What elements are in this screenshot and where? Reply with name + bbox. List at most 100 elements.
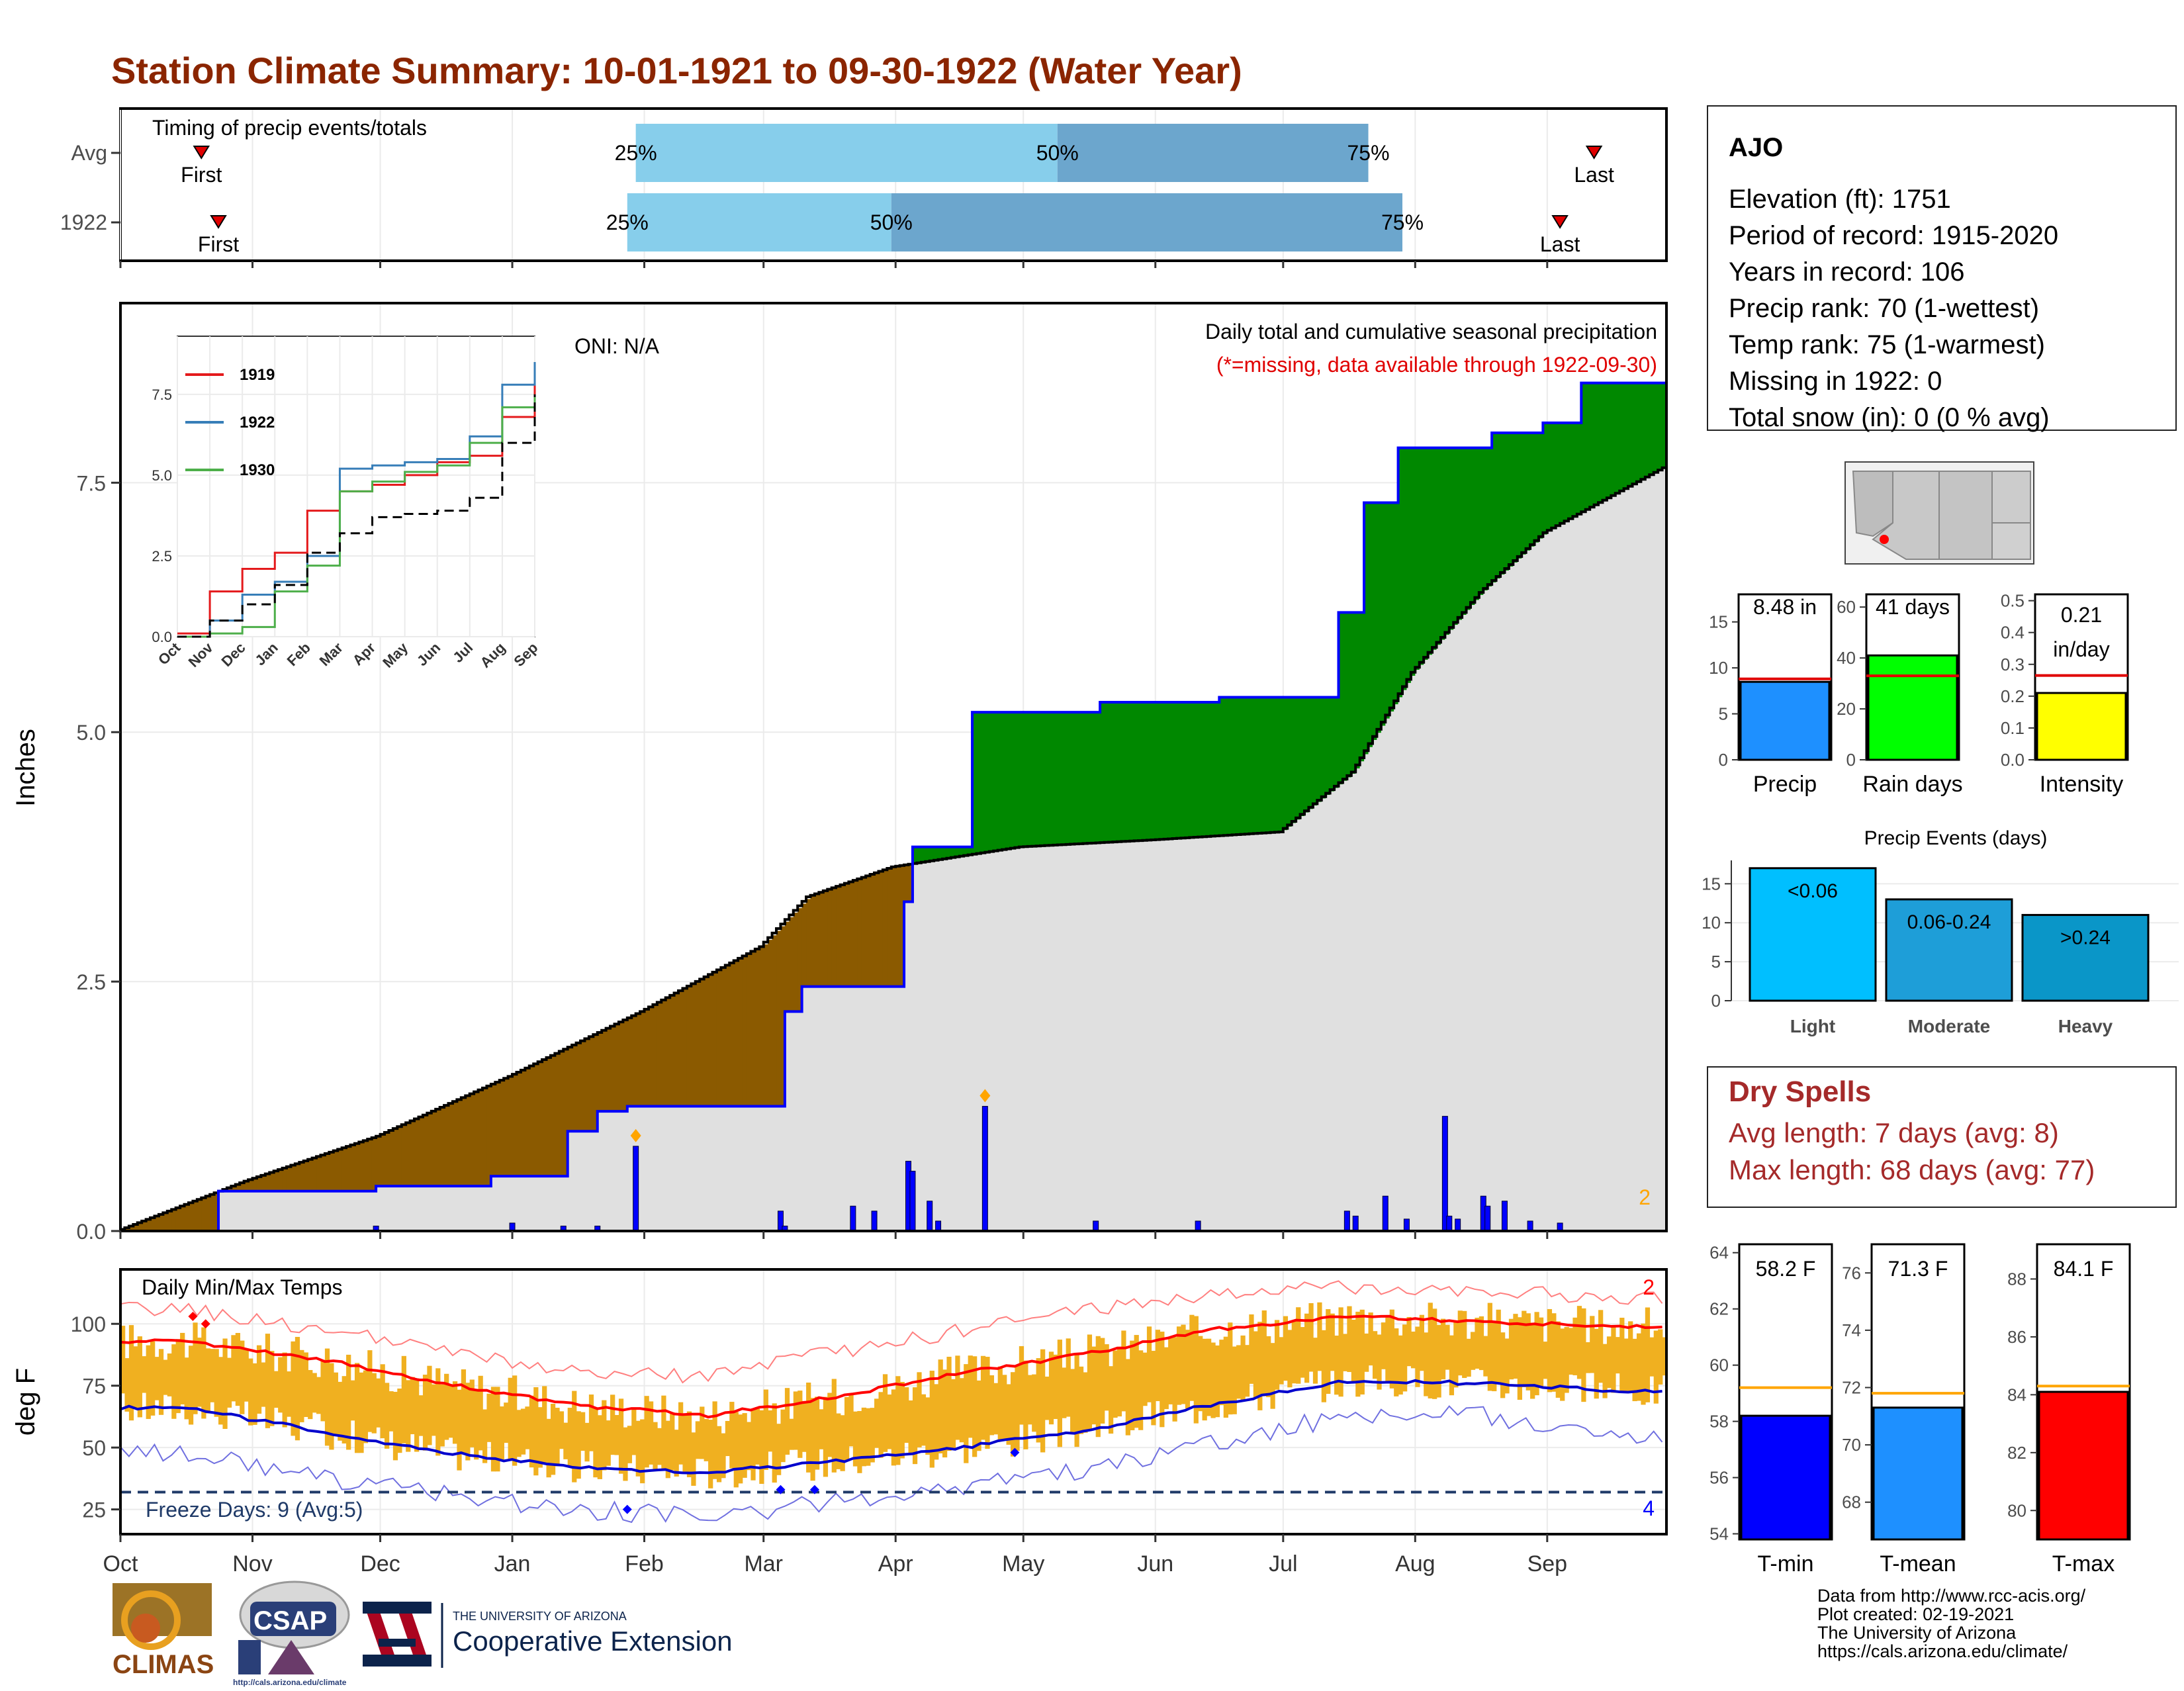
daily-temp-bar	[729, 1402, 735, 1469]
daily-temp-bar	[1214, 1345, 1220, 1418]
precip-common-fill	[1628, 487, 1633, 1231]
precip-departure-bar	[1602, 383, 1608, 502]
precip-departure-bar	[682, 989, 688, 1107]
precip-departure-bar	[1193, 702, 1199, 838]
precip-common-fill	[682, 1106, 688, 1231]
precip-common-fill	[1206, 837, 1212, 1231]
precip-departure-bar	[188, 1203, 193, 1231]
daily-temp-bar	[1274, 1320, 1280, 1390]
precip-departure-bar	[763, 944, 768, 1107]
precip-common-fill	[482, 1186, 488, 1231]
daily-temp-bar	[895, 1376, 901, 1465]
inset-legend-label: 1922	[240, 414, 275, 432]
precip-common-fill	[1406, 682, 1412, 1231]
daily-temp-bar	[504, 1402, 509, 1443]
daily-temp-bar	[1492, 1320, 1497, 1392]
precip-departure-bar	[495, 1083, 500, 1177]
precip-departure-bar	[644, 1010, 649, 1107]
daily-temp-bar	[406, 1380, 411, 1452]
daily-temp-bar	[120, 1326, 126, 1394]
daily-temp-bar	[754, 1407, 760, 1465]
precip-common-fill	[444, 1186, 449, 1231]
precip-departure-bar	[1543, 422, 1548, 535]
precip-departure-bar	[852, 881, 858, 987]
precip-departure-bar	[146, 1220, 151, 1231]
precip-departure-bar	[508, 1077, 513, 1177]
precip-common-fill	[1440, 639, 1445, 1231]
precip-common-fill	[1057, 845, 1062, 1231]
station-info-line: Precip rank: 70 (1-wettest)	[1729, 294, 2039, 323]
daily-temp-bar	[1419, 1314, 1424, 1371]
daily-temp-bar	[1116, 1346, 1122, 1417]
daily-temp-bar	[1210, 1342, 1216, 1418]
precip-common-fill	[341, 1191, 347, 1231]
daily-temp-bar	[955, 1355, 960, 1440]
daily-temp-bar	[1257, 1322, 1263, 1410]
daily-temp-bar	[1104, 1344, 1109, 1411]
precip-common-fill	[542, 1176, 547, 1231]
precip-departure-bar	[1500, 432, 1506, 575]
precip-events-chart: Precip Events (days) 0 5 10 15 <0.06 Light 0.06…	[1702, 827, 2179, 1036]
daily-temp-bar	[606, 1420, 611, 1466]
daily-temp-bar	[1113, 1350, 1118, 1418]
daily-temp-bar	[848, 1394, 854, 1447]
precip-departure-bar	[1432, 447, 1437, 650]
precip-departure-bar	[623, 1021, 628, 1112]
daily-temp-bar	[899, 1381, 905, 1459]
precip-common-fill	[248, 1191, 253, 1231]
daily-temp-bar	[1547, 1308, 1553, 1393]
precip-departure-bar	[827, 890, 833, 987]
inset-ytick-label: 7.5	[152, 387, 172, 403]
precip-common-fill	[1228, 835, 1233, 1231]
precip-common-fill	[695, 1106, 700, 1231]
daily-temp-bar	[1168, 1338, 1173, 1404]
daily-temp-bar	[1508, 1318, 1514, 1380]
daily-temp-bar	[525, 1406, 530, 1449]
precip-departure-bar	[640, 1012, 645, 1107]
precip-common-fill	[240, 1191, 245, 1231]
precip-common-fill	[1053, 845, 1058, 1231]
precip-common-fill	[840, 986, 845, 1231]
daily-temp-bar	[1279, 1337, 1284, 1385]
daily-precip-bar	[1403, 1218, 1410, 1232]
daily-temp-bar	[256, 1345, 262, 1414]
precip-departure-bar	[1002, 712, 1007, 850]
station-location-map	[1844, 461, 2034, 565]
precip-common-fill	[576, 1131, 581, 1231]
climas-logo: CLIMAS	[113, 1583, 214, 1679]
precip-departure-bar	[1202, 702, 1207, 837]
daily-temp-bar	[324, 1348, 330, 1446]
precip-departure-bar	[338, 1150, 343, 1191]
oni-label: ONI: N/A	[574, 334, 660, 358]
daily-temp-bar	[546, 1418, 551, 1478]
daily-temp-bar	[576, 1411, 581, 1479]
precip-record-count: 2	[1639, 1185, 1651, 1209]
quartile-75-label: 75%	[1347, 141, 1390, 165]
precip-departure-bar	[742, 957, 747, 1107]
mini-bar-tick-label: 0.4	[2001, 623, 2025, 643]
daily-temp-bar	[495, 1387, 500, 1472]
precip-common-fill	[495, 1176, 500, 1231]
precip-common-fill	[231, 1191, 236, 1231]
precip-departure-bar	[1415, 447, 1420, 670]
daily-temp-bar	[912, 1387, 918, 1465]
daily-temp-bar	[235, 1333, 240, 1406]
mini-bar-value	[1867, 654, 1958, 761]
mini-bar-tick-label: 0.0	[2001, 750, 2025, 770]
precip-common-fill	[303, 1191, 308, 1231]
daily-temp-bar	[959, 1378, 964, 1443]
daily-temp-bar	[1317, 1302, 1322, 1371]
precip-departure-bar	[1628, 383, 1633, 488]
precip-departure-bar	[380, 1135, 385, 1187]
inset-series-line	[177, 394, 536, 638]
precip-departure-bar	[256, 1177, 261, 1191]
precip-departure-bar	[1228, 697, 1233, 836]
precip-departure-bar	[201, 1199, 206, 1231]
precip-common-fill	[780, 1106, 786, 1231]
precip-common-fill	[1202, 837, 1207, 1231]
precip-departure-bar	[780, 926, 786, 1107]
daily-temp-bar	[461, 1369, 467, 1455]
daily-temp-bar	[567, 1408, 572, 1467]
precip-departure-bar	[1223, 697, 1228, 836]
